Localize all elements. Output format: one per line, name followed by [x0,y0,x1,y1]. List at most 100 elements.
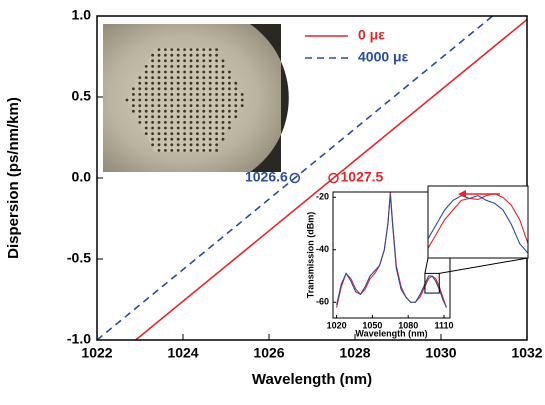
photo-hole [228,81,231,85]
photo-hole [164,109,167,113]
photo-hole [176,81,180,85]
photo-hole [157,104,161,107]
photo-hole [151,115,155,119]
photo-hole [144,132,148,136]
photo-hole [176,143,180,147]
photo-hole [164,121,167,124]
data-line [336,194,447,308]
photo-hole [164,93,167,96]
photo-hole [176,70,180,74]
x-tick-label: 1020 [327,320,347,330]
photo-hole [189,115,193,119]
photo-hole [132,87,135,91]
photo-hole [228,76,231,79]
photo-hole [215,70,219,74]
photo-hole [157,126,161,130]
photo-hole [202,121,206,124]
photo-hole [151,137,155,141]
photo-hole [221,104,225,107]
photo-hole [183,70,187,74]
photo-hole [164,53,167,57]
photo-hole [183,149,187,152]
shift-arrowhead [458,190,466,198]
photo-hole [196,137,199,141]
photo-hole [157,48,161,51]
x-tick-label: 1080 [398,320,418,330]
photo-hole [183,93,187,96]
photo-hole [144,98,148,102]
photo-hole [215,65,219,68]
photo-hole [151,126,155,130]
photo-hole [196,104,199,107]
photo-hole [234,87,238,91]
photo-hole [208,98,212,102]
photo-hole [183,109,187,113]
annotation-label: 1027.5 [341,169,384,185]
photo-hole [221,121,225,124]
x-tick-label: 1028 [339,345,370,361]
photo-hole [151,93,155,96]
photo-hole [208,126,212,130]
photo-hole [157,81,161,85]
photo-hole [164,70,167,74]
photo-hole [240,98,244,102]
photo-hole [144,65,148,68]
photo-hole [170,76,174,79]
photo-hole [215,104,219,107]
photo-hole [189,126,193,130]
photo-hole [183,48,187,51]
photo-hole [221,137,225,141]
photo-hole [170,93,174,96]
photo-hole [183,132,187,136]
x-tick-label: 1024 [167,345,198,361]
photo-hole [170,87,174,91]
zoom-connector [424,257,429,274]
photo-hole [157,109,161,113]
photo-hole [170,137,174,141]
photo-hole [170,59,174,63]
photo-hole [189,87,193,91]
photo-hole [151,70,155,74]
legend-label: 0 με [358,27,385,43]
photo-hole [157,115,161,119]
x-tick-label: 1030 [425,345,456,361]
photo-hole [202,137,206,141]
photo-hole [144,87,148,91]
photo-hole [157,121,161,124]
photo-hole [170,65,174,68]
photo-hole [157,149,161,152]
photo-hole [189,143,193,147]
photo-hole [132,98,135,102]
photo-hole [202,93,206,96]
photo-hole [208,121,212,124]
photo-hole [183,115,187,119]
photo-hole [170,70,174,74]
photo-hole [138,109,142,113]
photo-hole [164,104,167,107]
y-tick-label: 1.0 [72,7,92,23]
photo-hole [208,76,212,79]
y-tick-label: 0.5 [72,88,92,104]
photo-hole [215,143,219,147]
photo-hole [164,65,167,68]
photo-hole [132,109,135,113]
photo-hole [164,81,167,85]
photo-hole [189,93,193,96]
photo-hole [189,65,193,68]
photo-hole [176,121,180,124]
photo-hole [157,98,161,102]
photo-hole [234,109,238,113]
photo-hole [176,137,180,141]
photo-hole [157,143,161,147]
photo-hole [157,93,161,96]
plot-frame [427,185,529,259]
photo-hole [228,70,231,74]
photo-hole [221,132,225,136]
photo-hole [189,137,193,141]
photo-hole [138,93,142,96]
photo-hole [202,109,206,113]
photo-hole [202,53,206,57]
photo-hole [215,87,219,91]
photo-hole [196,93,199,96]
y-tick-label: 0.0 [72,169,92,185]
